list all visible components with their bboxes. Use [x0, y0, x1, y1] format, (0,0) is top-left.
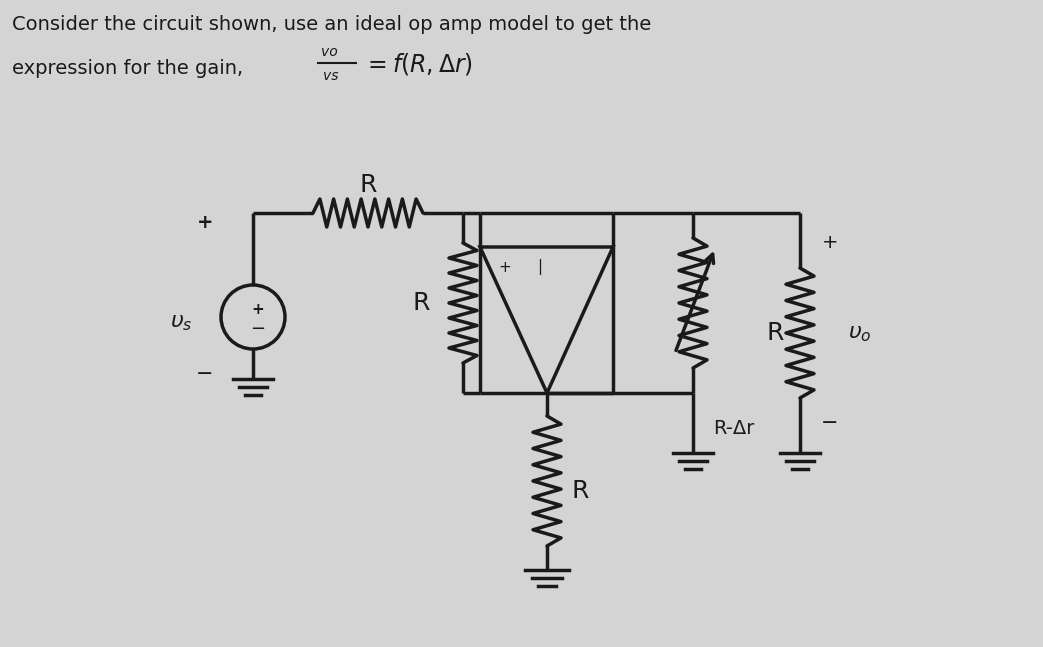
Text: +: + [499, 259, 511, 274]
Text: R: R [412, 291, 430, 315]
Text: R: R [572, 479, 589, 503]
Text: −: − [821, 413, 839, 433]
Text: |: | [537, 259, 542, 275]
Text: R: R [767, 321, 783, 345]
Text: $\upsilon_o$: $\upsilon_o$ [848, 322, 872, 344]
Text: R-Δr: R-Δr [713, 419, 754, 437]
Text: expression for the gain,: expression for the gain, [13, 58, 243, 78]
Text: vs: vs [323, 69, 339, 83]
Text: +: + [197, 214, 213, 232]
Text: +: + [251, 302, 264, 316]
Text: $\upsilon_s$: $\upsilon_s$ [170, 311, 192, 333]
Text: vo: vo [321, 45, 338, 59]
Text: R: R [359, 173, 377, 197]
Text: −: − [250, 320, 266, 338]
Text: $= f(R, \Delta r)$: $= f(R, \Delta r)$ [363, 51, 474, 77]
Text: +: + [822, 234, 839, 252]
Text: −: − [196, 364, 214, 384]
Text: Consider the circuit shown, use an ideal op amp model to get the: Consider the circuit shown, use an ideal… [13, 16, 651, 34]
